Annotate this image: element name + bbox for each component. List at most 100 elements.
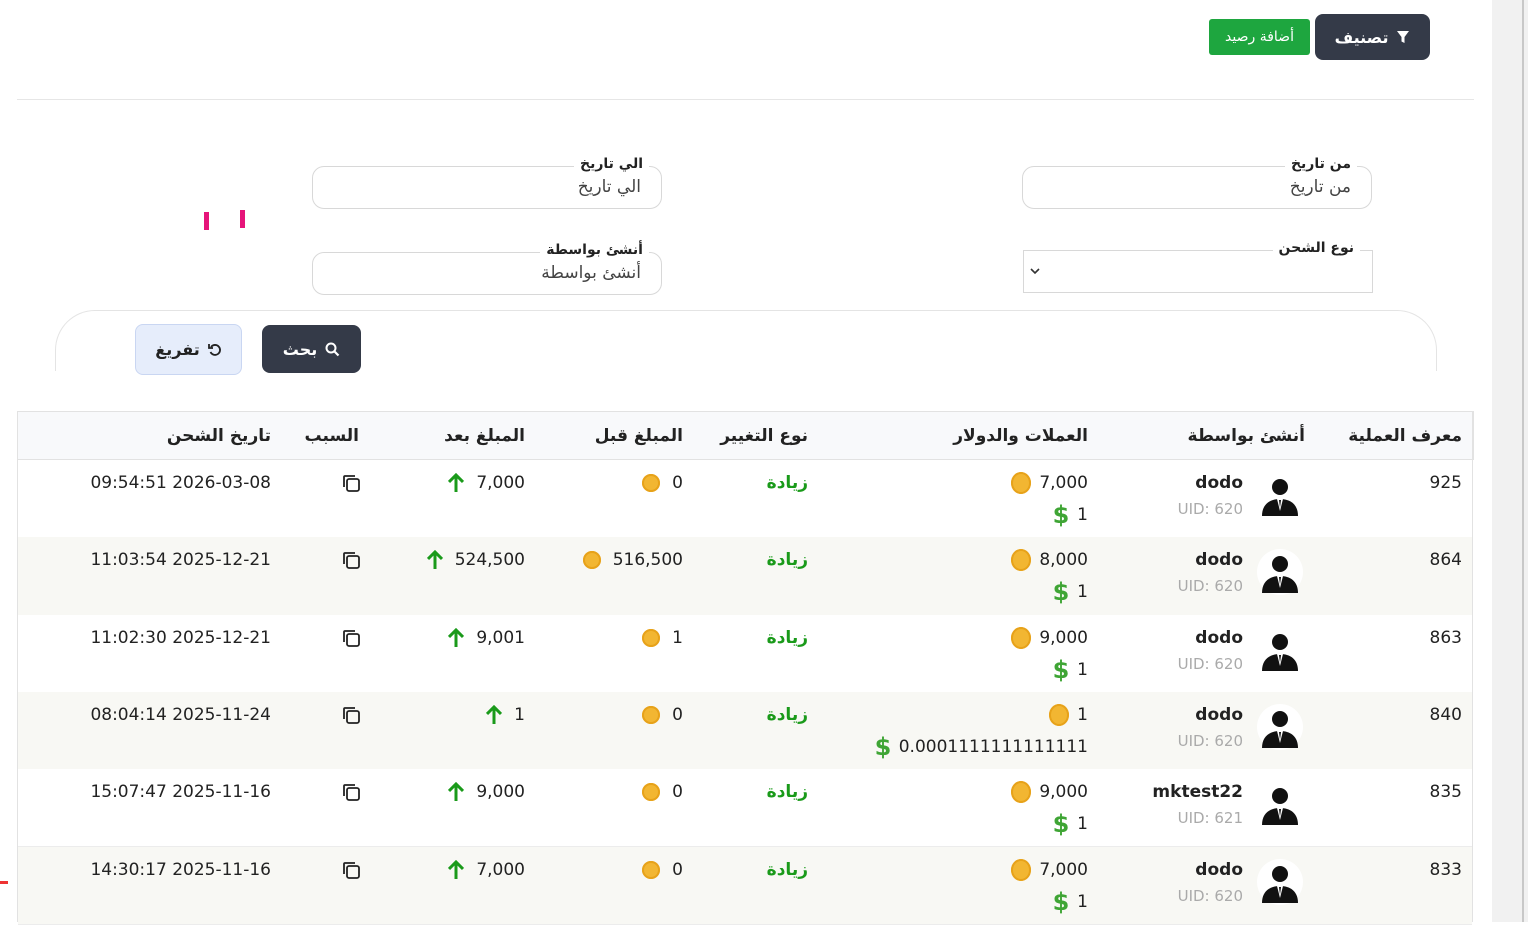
coin-icon (582, 551, 601, 570)
change-type: زيادة (766, 550, 808, 571)
copy-reason[interactable] (341, 550, 361, 570)
after-cell: 7,000 (448, 472, 525, 494)
up-arrow (448, 859, 465, 879)
avatar (1257, 626, 1303, 673)
up-arrow (448, 473, 465, 492)
copy-reason[interactable] (341, 628, 361, 648)
svg-text:$: $ (1053, 503, 1069, 527)
coins: 7,000 (1039, 473, 1088, 493)
copy-reason[interactable] (341, 782, 361, 802)
coin-icon (1011, 858, 1032, 881)
copy-icon (343, 475, 360, 492)
operation-id: 863 (1429, 627, 1462, 648)
after-cell: 524,500 (426, 549, 525, 571)
coin-icon (642, 783, 661, 802)
column-header: المبلغ بعد (444, 426, 525, 446)
amount-before: 516,500 (612, 550, 683, 571)
amount-before: 0 (672, 782, 683, 803)
coin-icon (1049, 703, 1070, 726)
copy-reason[interactable] (341, 473, 361, 493)
avatar-icon (1262, 633, 1298, 671)
charge-type-select[interactable]: نوع الشحن (1023, 240, 1373, 293)
column-header: أنشئ بواسطة (1187, 426, 1305, 446)
marker (0, 881, 8, 884)
amount-after: 9,000 (476, 782, 525, 803)
change-type: زيادة (766, 473, 808, 493)
divider (17, 99, 1474, 100)
avatar (1257, 472, 1303, 518)
reset-icon (207, 343, 221, 356)
table-row[interactable] (18, 691, 1472, 771)
created-by-placeholder: أنشئ بواسطة (541, 263, 641, 283)
charge-date: 2026-03-08 09:54:51 (90, 473, 271, 493)
table-border (1472, 411, 1473, 922)
table-header (17, 411, 1474, 460)
charge-date: 2025-11-16 14:30:17 (90, 859, 271, 880)
from-date-placeholder: من تاريخ (1289, 177, 1351, 197)
user-name: dodo (1195, 859, 1243, 880)
coins-cell: 8,000 (1011, 549, 1088, 572)
up-arrow (448, 627, 465, 647)
user-uid: UID: 620 (1177, 886, 1243, 905)
search-button[interactable]: بحث (262, 325, 361, 373)
amount-before: 0 (672, 859, 683, 880)
dollar-icon: $ (1053, 503, 1069, 527)
copy-icon (343, 784, 360, 802)
table-row[interactable] (18, 614, 1472, 693)
before-cell: 0 (642, 781, 683, 803)
marker (204, 212, 209, 230)
up-arrow (426, 550, 443, 570)
change-type: زيادة (766, 859, 808, 880)
coin-icon (642, 474, 661, 492)
avatar-icon (1262, 865, 1298, 903)
change-type: زيادة (766, 782, 808, 803)
coins: 9,000 (1039, 782, 1088, 803)
dollar-icon: $ (875, 735, 891, 759)
svg-text:$: $ (1053, 812, 1069, 836)
dollar-icon: $ (1053, 890, 1069, 914)
operation-id: 833 (1429, 859, 1462, 880)
operation-id: 835 (1429, 782, 1462, 803)
up-arrow (486, 704, 503, 724)
table-row[interactable] (18, 537, 1472, 616)
user-uid: UID: 620 (1177, 500, 1243, 518)
dollars: 1 (1077, 582, 1088, 603)
created-by-input[interactable]: أنشئ بواسطة أنشئ بواسطة (312, 242, 662, 295)
coins: 9,000 (1039, 627, 1088, 648)
avatar (1257, 549, 1303, 596)
column-header: العملات والدولار (953, 426, 1088, 446)
from-date-input[interactable]: من تاريخ من تاريخ (1022, 156, 1372, 209)
coins-cell: 7,000 (1011, 858, 1088, 881)
svg-text:$: $ (1053, 658, 1069, 682)
reset-button[interactable]: تفريغ (135, 324, 242, 375)
dollars-cell: 1 $ (1053, 580, 1088, 604)
filter-button[interactable]: تصنيف (1315, 14, 1430, 60)
copy-reason[interactable] (341, 705, 361, 725)
to-date-input[interactable]: الي تاريخ الي تاريخ (312, 156, 662, 209)
table-row[interactable] (18, 460, 1472, 539)
after-cell: 9,001 (448, 627, 525, 649)
to-date-label: الي تاريخ (573, 156, 649, 172)
after-cell: 1 (486, 704, 525, 726)
add-balance-button[interactable]: أضافة رصيد (1209, 19, 1310, 55)
user-uid: UID: 620 (1177, 577, 1243, 596)
coin-icon (642, 860, 661, 879)
copy-icon (343, 706, 360, 724)
amount-after: 1 (514, 704, 525, 725)
from-date-label: من تاريخ (1284, 156, 1357, 172)
reset-label: تفريغ (155, 340, 200, 359)
copy-reason[interactable] (341, 860, 361, 880)
user-name: mktest22 (1152, 782, 1243, 803)
charge-date: 2025-11-16 15:07:47 (90, 782, 271, 803)
operation-id: 864 (1429, 550, 1462, 571)
amount-after: 7,000 (476, 473, 525, 493)
coins-cell: 7,000 (1011, 472, 1088, 494)
copy-icon (343, 629, 360, 647)
operation-id: 840 (1429, 704, 1462, 725)
scrollbar-thumb[interactable] (1522, 0, 1524, 922)
svg-text:$: $ (1053, 890, 1069, 914)
coins-cell: 9,000 (1011, 781, 1088, 804)
avatar (1257, 703, 1303, 750)
dollars-cell: 1 $ (1053, 812, 1088, 836)
